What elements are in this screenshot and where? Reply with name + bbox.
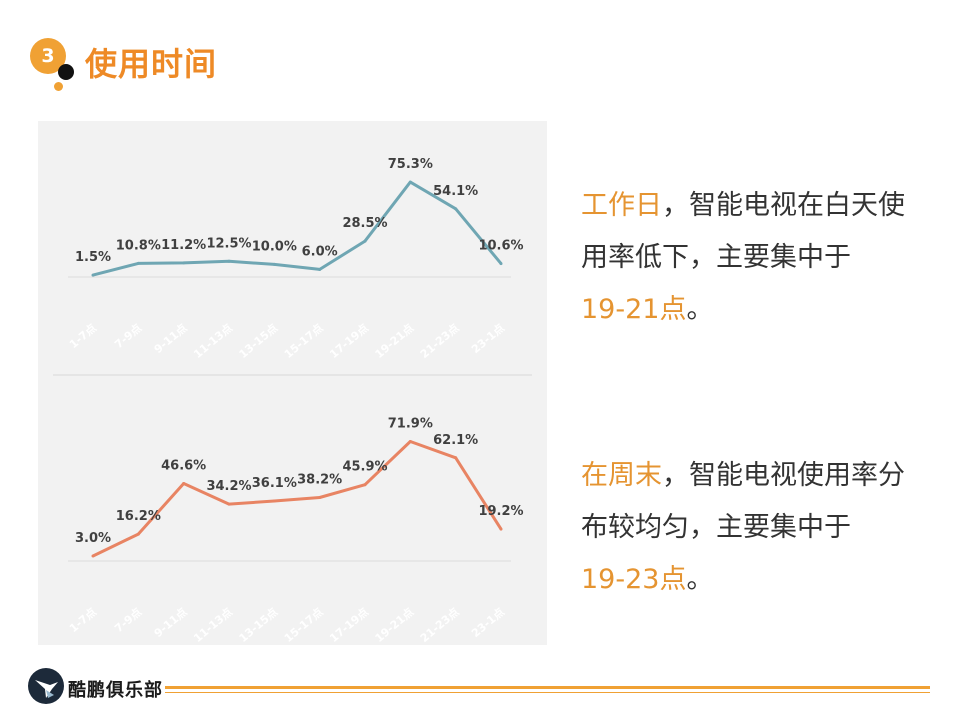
data-point xyxy=(136,532,140,536)
weekend-end: 。 xyxy=(686,564,714,595)
data-point xyxy=(363,239,367,243)
data-point xyxy=(499,527,503,531)
x-tick-label: 13-15点 xyxy=(236,321,280,361)
weekday-highlight: 工作日 xyxy=(581,190,662,221)
data-label: 28.5% xyxy=(342,216,387,231)
x-tick-label: 21-23点 xyxy=(417,321,461,361)
data-point xyxy=(363,483,367,487)
data-point xyxy=(318,495,322,499)
x-tick-label: 23-1点 xyxy=(468,605,507,640)
data-label: 62.1% xyxy=(433,433,478,448)
x-tick-label: 7-9点 xyxy=(112,605,145,636)
data-label: 6.0% xyxy=(302,244,338,259)
data-label: 75.3% xyxy=(388,157,433,172)
weekend-text: ，智能电视使用率分布较均匀，主要集中于 xyxy=(581,460,905,543)
section-header: 3 使用时间 xyxy=(30,36,430,92)
x-tick-label: 11-13点 xyxy=(191,605,235,645)
usage-time-charts: 1.5% 1-7点 10.8% 7-9点 11.2% 9-11点 12.5% 11-13点 10… xyxy=(53,157,532,645)
data-point xyxy=(408,180,412,184)
data-point xyxy=(454,456,458,460)
data-point xyxy=(91,273,95,277)
data-label: 71.9% xyxy=(388,416,433,431)
weekday-end: 。 xyxy=(686,294,714,325)
data-label: 38.2% xyxy=(297,472,342,487)
data-label: 54.1% xyxy=(433,184,478,199)
x-tick-label: 15-17点 xyxy=(281,321,325,361)
data-point xyxy=(227,502,231,506)
x-tick-label: 7-9点 xyxy=(112,321,145,352)
data-label: 46.6% xyxy=(161,459,206,474)
data-point xyxy=(227,259,231,263)
weekend-time: 19-23点 xyxy=(581,564,687,595)
data-label: 10.6% xyxy=(478,239,523,254)
data-label: 19.2% xyxy=(478,504,523,519)
weekday-time: 19-21点 xyxy=(581,294,687,325)
data-label: 16.2% xyxy=(116,509,161,524)
x-tick-label: 9-11点 xyxy=(151,321,190,356)
data-label: 10.8% xyxy=(116,238,161,253)
footer-brand: 酷鹏俱乐部 xyxy=(68,680,163,701)
x-tick-label: 21-23点 xyxy=(417,605,461,645)
weekend-highlight: 在周末 xyxy=(581,460,662,491)
x-tick-label: 17-19点 xyxy=(327,321,371,361)
chart-panel: 1.5% 1-7点 10.8% 7-9点 11.2% 9-11点 12.5% 11-13点 10… xyxy=(38,121,547,645)
x-tick-label: 9-11点 xyxy=(151,605,190,640)
club-logo-icon xyxy=(28,668,64,704)
weekday-description: 工作日，智能电视在白天使用率低下，主要集中于 19-21点。 xyxy=(581,180,921,336)
data-point xyxy=(318,267,322,271)
x-tick-label: 15-17点 xyxy=(281,605,325,645)
section-number-badge: 3 xyxy=(30,38,66,74)
x-tick-label: 1-7点 xyxy=(66,605,99,636)
decor-dot-orange xyxy=(54,82,63,91)
data-point xyxy=(91,554,95,558)
data-point xyxy=(272,262,276,266)
data-label: 36.1% xyxy=(252,476,297,491)
data-label: 1.5% xyxy=(75,250,111,265)
x-tick-label: 1-7点 xyxy=(66,321,99,352)
data-label: 12.5% xyxy=(206,236,251,251)
data-point xyxy=(408,439,412,443)
data-label: 34.2% xyxy=(206,479,251,494)
x-tick-label: 17-19点 xyxy=(327,605,371,645)
footer-divider xyxy=(165,686,930,689)
data-label: 3.0% xyxy=(75,531,111,546)
data-point xyxy=(182,482,186,486)
x-tick-label: 19-21点 xyxy=(372,321,416,361)
data-point xyxy=(136,261,140,265)
data-label: 11.2% xyxy=(161,238,206,253)
x-tick-label: 23-1点 xyxy=(468,321,507,356)
x-tick-label: 13-15点 xyxy=(236,605,280,645)
x-tick-label: 11-13点 xyxy=(191,321,235,361)
x-tick-label: 19-21点 xyxy=(372,605,416,645)
weekend-description: 在周末，智能电视使用率分布较均匀，主要集中于 19-23点。 xyxy=(581,450,921,606)
footer-divider-thin xyxy=(165,692,930,693)
series-line xyxy=(92,180,503,277)
section-title: 使用时间 xyxy=(85,45,218,83)
data-point xyxy=(182,261,186,265)
decor-dot-black xyxy=(58,64,74,80)
weekday-text: ，智能电视在白天使用率低下，主要集中于 xyxy=(581,190,905,273)
data-label: 45.9% xyxy=(342,460,387,475)
series-line xyxy=(92,440,503,558)
data-point xyxy=(499,262,503,266)
data-point xyxy=(454,207,458,211)
data-point xyxy=(272,499,276,503)
data-label: 10.0% xyxy=(252,239,297,254)
